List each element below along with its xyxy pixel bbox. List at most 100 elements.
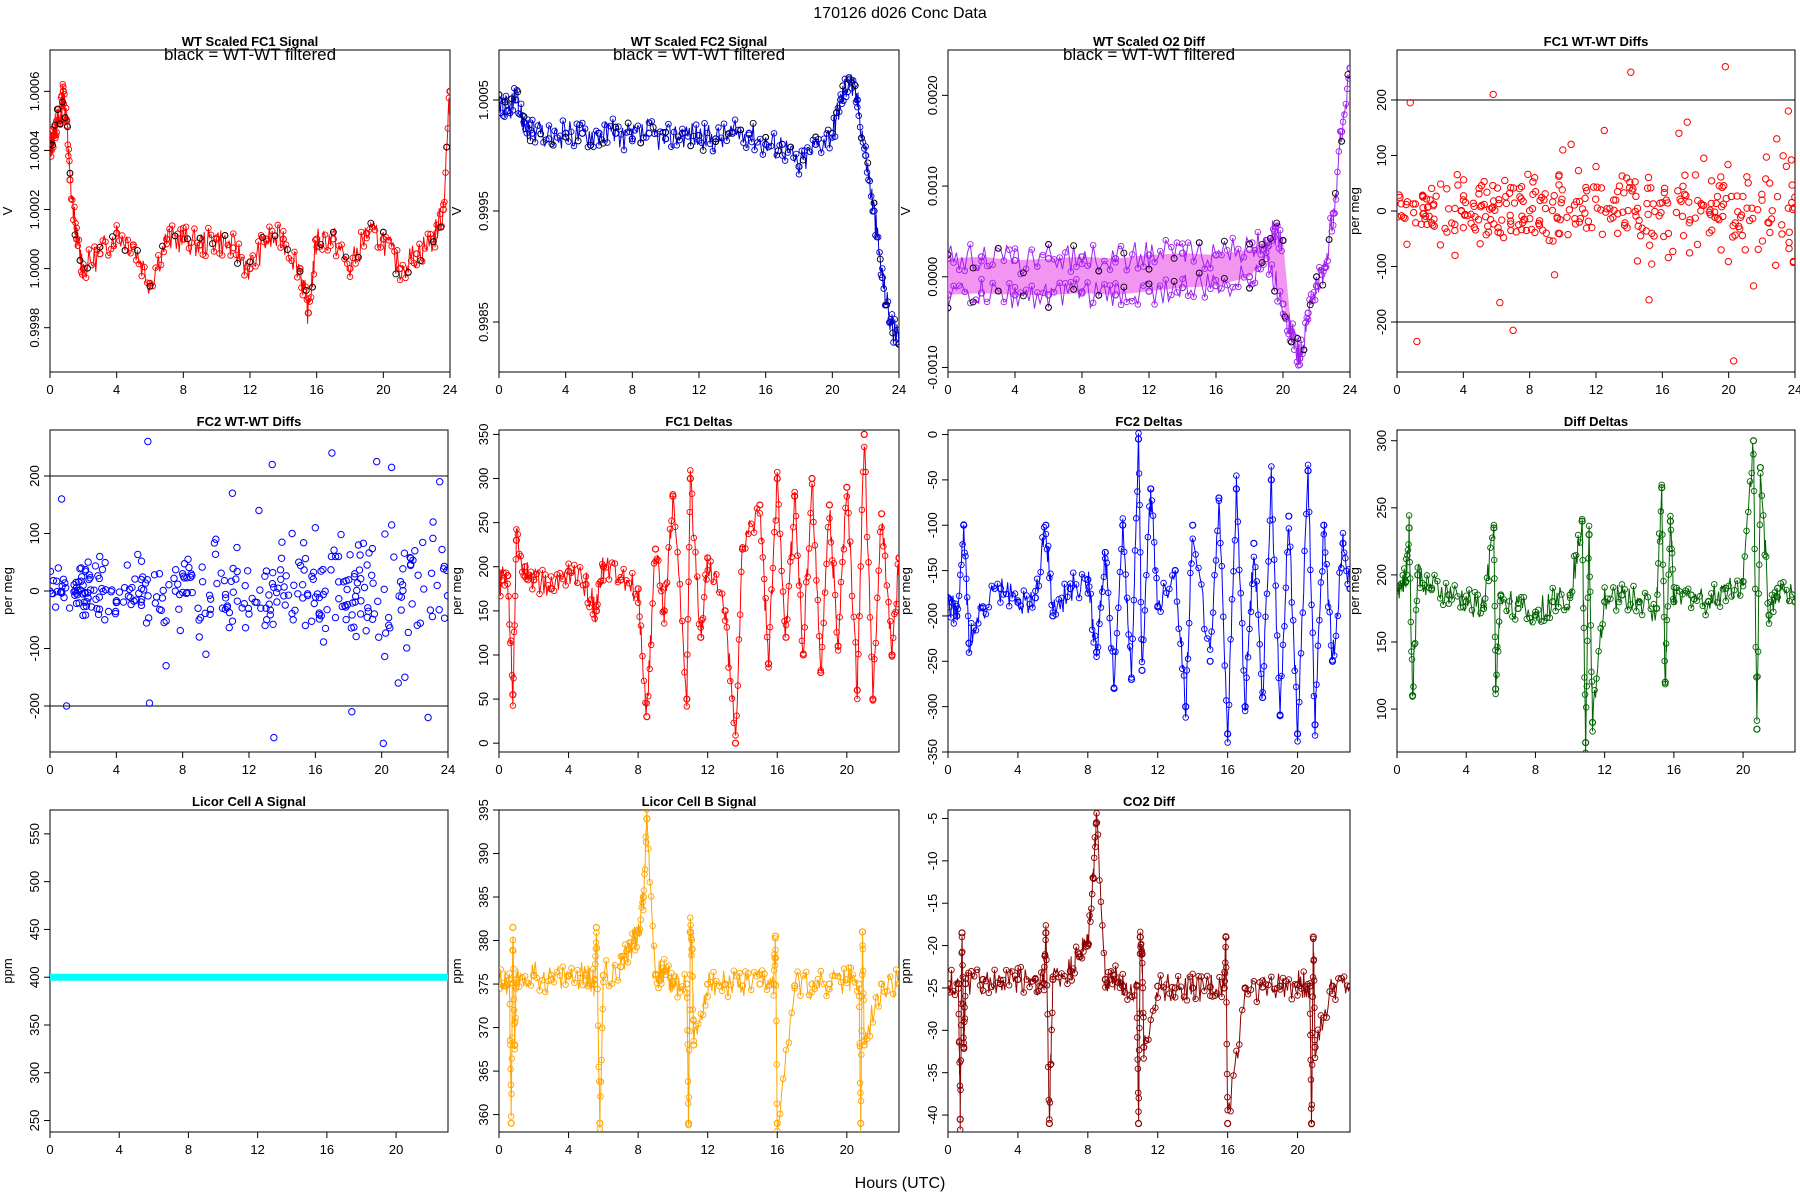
data-point [307, 294, 315, 301]
data-point [1538, 193, 1546, 202]
data-point [1102, 555, 1109, 562]
data-point [1281, 623, 1288, 630]
data-point [359, 539, 368, 548]
x-tick-label: 8 [1078, 382, 1085, 397]
data-point [858, 506, 866, 514]
overlay-point [724, 130, 732, 138]
plot-frame [498, 49, 900, 373]
data-point [50, 153, 55, 160]
data-point [1451, 251, 1459, 260]
data-point [688, 946, 696, 953]
x-tick-label: 12 [250, 1142, 264, 1157]
x-tick-label: 24 [1788, 382, 1800, 397]
data-point [876, 528, 884, 536]
data-point [276, 566, 285, 574]
data-point [1272, 582, 1279, 589]
data-point [824, 523, 832, 531]
data-point [687, 930, 695, 937]
data-point [767, 142, 775, 150]
data-point [1741, 553, 1749, 560]
data-point [756, 980, 764, 988]
data-point [802, 968, 810, 976]
data-point [720, 120, 728, 127]
data-point [710, 578, 717, 586]
data-point [857, 563, 864, 570]
data-point [1656, 538, 1664, 545]
data-point [878, 274, 886, 282]
overlay-point [737, 126, 745, 134]
data-point [1578, 515, 1586, 523]
data-point [1071, 970, 1078, 977]
data-point [539, 566, 546, 574]
data-point [867, 193, 875, 200]
data-point [1549, 237, 1557, 245]
data-point [1253, 998, 1261, 1006]
data-point [105, 252, 112, 259]
data-point [1304, 315, 1312, 323]
data-point [1432, 192, 1440, 200]
overlay-point [1246, 240, 1253, 248]
data-point [1140, 1014, 1147, 1021]
data-point [93, 604, 101, 613]
overlay-point [1306, 301, 1314, 309]
plot-area [948, 810, 1350, 1132]
x-tick-label: 4 [116, 1142, 123, 1157]
data-point [658, 587, 665, 595]
data-point [85, 246, 93, 253]
data-point [1134, 1034, 1141, 1041]
data-point [1543, 614, 1551, 622]
data-point [958, 1000, 965, 1007]
data-point [956, 1126, 964, 1132]
data-point [191, 225, 198, 232]
data-point [306, 298, 313, 305]
x-tick-label: 20 [825, 382, 839, 397]
data-point [587, 596, 595, 603]
data-point [1068, 977, 1076, 984]
data-point [863, 533, 871, 541]
data-point [60, 593, 68, 602]
data-point [1644, 593, 1652, 601]
data-point [185, 245, 193, 252]
x-tick-label: 0 [46, 762, 53, 777]
overlay-point [1195, 239, 1203, 247]
data-point [1042, 922, 1050, 929]
data-point [1274, 298, 1281, 305]
overlay-point [774, 147, 782, 155]
data-point [634, 122, 642, 129]
data-point [72, 599, 81, 608]
plot-frame [49, 429, 449, 753]
data-point [1313, 681, 1320, 688]
data-point [963, 594, 971, 601]
data-point [773, 1119, 781, 1127]
data-point [1327, 214, 1334, 222]
data-point [1047, 1060, 1055, 1068]
data-point [869, 1019, 877, 1026]
data-point [1086, 583, 1093, 590]
data-point [1198, 581, 1205, 588]
data-point [1728, 593, 1735, 600]
data-point [818, 643, 826, 651]
data-point [1713, 192, 1722, 201]
data-point [665, 120, 672, 128]
overlay-point [499, 91, 503, 99]
data-point [831, 133, 839, 140]
data-point [1524, 170, 1532, 178]
data-point [1787, 156, 1795, 164]
data-point [723, 137, 731, 145]
data-point [356, 551, 364, 559]
data-point [1580, 605, 1587, 612]
data-point [171, 587, 180, 595]
data-point [651, 545, 660, 553]
data-point [676, 580, 684, 588]
panel-title: Licor Cell B Signal [642, 794, 757, 809]
data-point [446, 88, 450, 95]
data-point [435, 606, 443, 614]
data-point [145, 699, 154, 707]
data-point [1566, 594, 1574, 602]
data-point [1133, 981, 1141, 989]
data-point [1253, 578, 1261, 585]
data-point [1459, 196, 1468, 204]
y-tick-label: 150 [1374, 631, 1389, 653]
data-point [1140, 636, 1147, 644]
